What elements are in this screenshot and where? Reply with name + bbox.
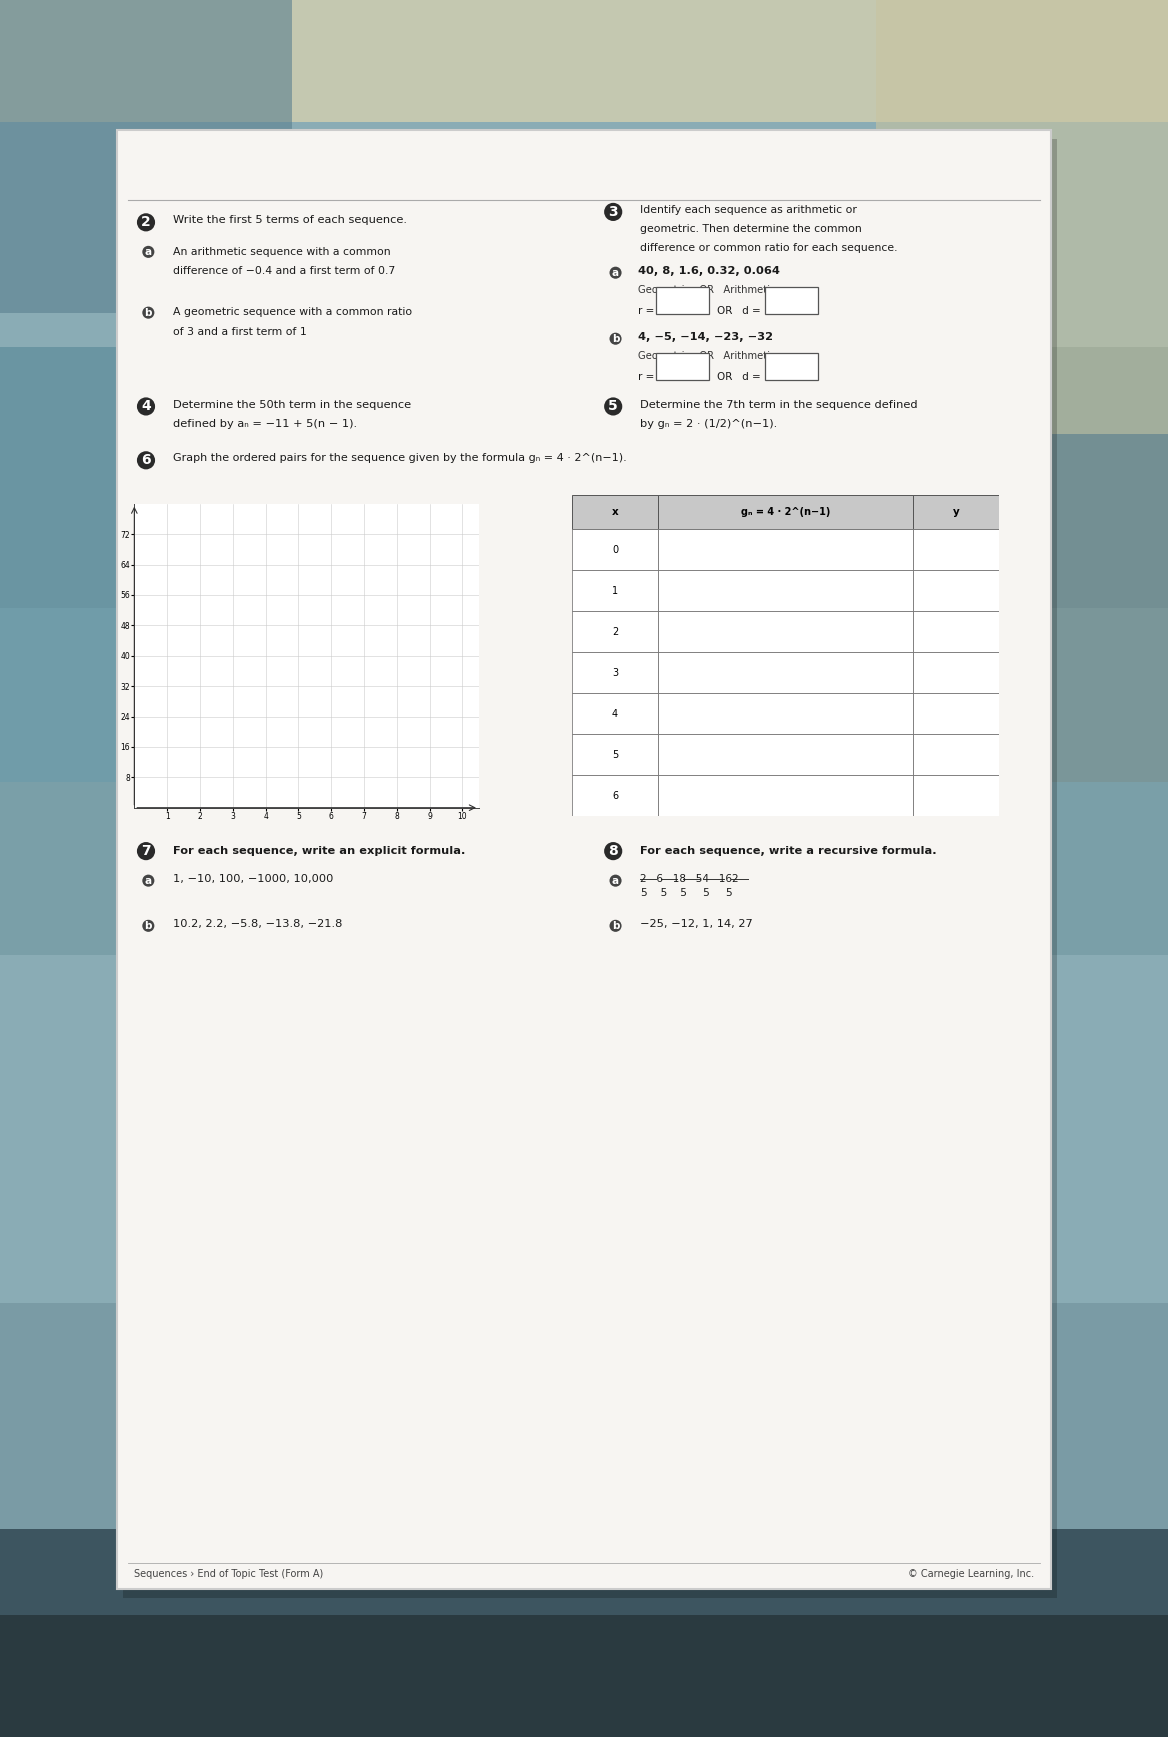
Bar bbox=[0, 0, 1168, 122]
Bar bbox=[913, 611, 999, 653]
Text: 4, −5, −14, −23, −32: 4, −5, −14, −23, −32 bbox=[638, 332, 773, 342]
Text: OR   d =: OR d = bbox=[717, 372, 760, 382]
Text: b: b bbox=[612, 921, 619, 931]
Bar bbox=[572, 735, 658, 775]
Text: For each sequence, write a recursive formula.: For each sequence, write a recursive for… bbox=[640, 846, 937, 856]
Text: 5: 5 bbox=[612, 750, 618, 759]
Text: 40, 8, 1.6, 0.32, 0.064: 40, 8, 1.6, 0.32, 0.064 bbox=[638, 266, 779, 276]
Text: Geometric   OR   Arithmetic: Geometric OR Arithmetic bbox=[638, 285, 776, 295]
Bar bbox=[0, 955, 1168, 1303]
Bar bbox=[0, 608, 1168, 955]
Text: 2: 2 bbox=[141, 215, 151, 229]
Bar bbox=[658, 775, 913, 816]
Bar bbox=[572, 570, 658, 611]
Text: 3: 3 bbox=[612, 667, 618, 677]
Text: 2: 2 bbox=[612, 627, 618, 637]
Text: Geometric   OR   Arithmetic: Geometric OR Arithmetic bbox=[638, 351, 776, 361]
Bar bbox=[658, 653, 913, 693]
Bar bbox=[658, 495, 913, 530]
Bar bbox=[765, 353, 818, 380]
Text: 4: 4 bbox=[141, 400, 151, 413]
Text: difference or common ratio for each sequence.: difference or common ratio for each sequ… bbox=[640, 243, 897, 254]
Text: Sequences › End of Topic Test (Form A): Sequences › End of Topic Test (Form A) bbox=[134, 1569, 324, 1579]
Text: 1: 1 bbox=[612, 585, 618, 596]
Bar bbox=[913, 530, 999, 570]
Bar bbox=[913, 775, 999, 816]
Bar bbox=[656, 353, 709, 380]
Text: For each sequence, write an explicit formula.: For each sequence, write an explicit for… bbox=[173, 846, 465, 856]
Bar bbox=[913, 570, 999, 611]
Text: by gₙ = 2 · (1/2)^(n−1).: by gₙ = 2 · (1/2)^(n−1). bbox=[640, 419, 778, 429]
Text: 8: 8 bbox=[609, 844, 618, 858]
Bar bbox=[958, 434, 1168, 782]
Text: Determine the 7th term in the sequence defined: Determine the 7th term in the sequence d… bbox=[640, 400, 918, 410]
Bar bbox=[572, 495, 658, 530]
Bar bbox=[572, 611, 658, 653]
Text: A geometric sequence with a common ratio: A geometric sequence with a common ratio bbox=[173, 307, 412, 318]
Text: An arithmetic sequence with a common: An arithmetic sequence with a common bbox=[173, 247, 390, 257]
Text: a: a bbox=[145, 247, 152, 257]
Text: 7: 7 bbox=[141, 844, 151, 858]
Bar bbox=[913, 693, 999, 735]
Text: r =: r = bbox=[638, 372, 654, 382]
Text: of 3 and a first term of 1: of 3 and a first term of 1 bbox=[173, 327, 307, 337]
Bar bbox=[658, 735, 913, 775]
Bar bbox=[658, 693, 913, 735]
Text: 4: 4 bbox=[612, 709, 618, 719]
Text: Identify each sequence as arithmetic or: Identify each sequence as arithmetic or bbox=[640, 205, 857, 215]
Bar bbox=[658, 530, 913, 570]
Bar bbox=[0, 347, 1168, 608]
Text: 5    5    5     5     5: 5 5 5 5 5 bbox=[641, 888, 732, 898]
Text: a: a bbox=[612, 875, 619, 886]
Bar bbox=[876, 0, 1168, 434]
Bar bbox=[0, 1615, 1168, 1737]
Text: b: b bbox=[612, 334, 619, 344]
Bar bbox=[913, 495, 999, 530]
Text: geometric. Then determine the common: geometric. Then determine the common bbox=[640, 224, 862, 234]
Text: r =: r = bbox=[638, 306, 654, 316]
Text: Graph the ordered pairs for the sequence given by the formula gₙ = 4 · 2^(n−1).: Graph the ordered pairs for the sequence… bbox=[173, 453, 626, 464]
Bar bbox=[656, 287, 709, 314]
Text: 10.2, 2.2, −5.8, −13.8, −21.8: 10.2, 2.2, −5.8, −13.8, −21.8 bbox=[173, 919, 342, 929]
Text: 1, −10, 100, −1000, 10,000: 1, −10, 100, −1000, 10,000 bbox=[173, 874, 333, 884]
Text: y: y bbox=[953, 507, 959, 518]
Text: b: b bbox=[145, 921, 152, 931]
Bar bbox=[913, 653, 999, 693]
Text: b: b bbox=[145, 307, 152, 318]
Text: 6: 6 bbox=[612, 790, 618, 801]
Bar bbox=[0, 1303, 1168, 1529]
Bar bbox=[0, 0, 292, 313]
Bar bbox=[658, 570, 913, 611]
Bar bbox=[658, 611, 913, 653]
FancyBboxPatch shape bbox=[117, 130, 1051, 1589]
Bar bbox=[572, 653, 658, 693]
Bar bbox=[765, 287, 818, 314]
Text: difference of −0.4 and a first term of 0.7: difference of −0.4 and a first term of 0… bbox=[173, 266, 395, 276]
Text: x: x bbox=[612, 507, 618, 518]
Text: OR   d =: OR d = bbox=[717, 306, 760, 316]
Text: 6: 6 bbox=[141, 453, 151, 467]
Bar bbox=[0, 122, 1168, 347]
Text: 5: 5 bbox=[609, 400, 618, 413]
Text: a: a bbox=[612, 267, 619, 278]
Text: © Carnegie Learning, Inc.: © Carnegie Learning, Inc. bbox=[908, 1569, 1034, 1579]
Text: −25, −12, 1, 14, 27: −25, −12, 1, 14, 27 bbox=[640, 919, 753, 929]
Bar bbox=[572, 775, 658, 816]
Text: Write the first 5 terms of each sequence.: Write the first 5 terms of each sequence… bbox=[173, 215, 406, 226]
Bar bbox=[572, 693, 658, 735]
Bar bbox=[572, 530, 658, 570]
Bar bbox=[0, 1529, 1168, 1615]
Text: 2   6   18   54   162: 2 6 18 54 162 bbox=[640, 874, 738, 884]
Text: 3: 3 bbox=[609, 205, 618, 219]
Text: gₙ = 4 · 2^(n−1): gₙ = 4 · 2^(n−1) bbox=[741, 507, 830, 518]
Bar bbox=[0, 347, 175, 782]
Text: Determine the 50th term in the sequence: Determine the 50th term in the sequence bbox=[173, 400, 411, 410]
Text: a: a bbox=[145, 875, 152, 886]
Text: 0: 0 bbox=[612, 545, 618, 554]
Bar bbox=[913, 735, 999, 775]
Text: defined by aₙ = −11 + 5(n − 1).: defined by aₙ = −11 + 5(n − 1). bbox=[173, 419, 357, 429]
FancyBboxPatch shape bbox=[123, 139, 1057, 1598]
